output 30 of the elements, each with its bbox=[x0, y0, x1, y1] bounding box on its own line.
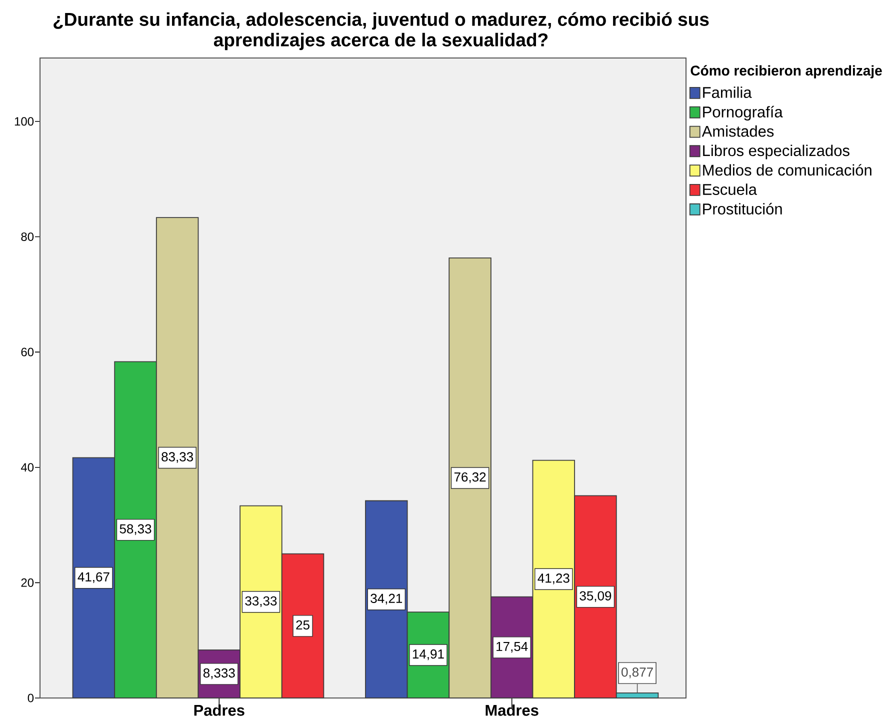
legend-label: Prostitución bbox=[703, 202, 782, 214]
data-label: 34,21 bbox=[370, 594, 402, 605]
data-label: 41,23 bbox=[538, 574, 570, 584]
data-label: 41,67 bbox=[78, 572, 110, 584]
data-label: 76,32 bbox=[454, 472, 486, 484]
legend-label: Escuela bbox=[703, 184, 757, 195]
data-label: 8,333 bbox=[203, 668, 235, 680]
x-tick-label: Madres bbox=[486, 704, 538, 716]
data-label: 14,91 bbox=[412, 649, 444, 660]
legend-label: Libros especializados bbox=[703, 144, 850, 160]
data-label: 0,877 bbox=[622, 668, 653, 678]
y-tick-label: 100 bbox=[14, 117, 34, 126]
chart-title: ¿Durante su infancia, adolescencia, juventud o madurez, cómo recibió sus aprendizajes acerca de la sexualidad? bbox=[54, 12, 709, 50]
y-tick-label: 0 bbox=[28, 694, 34, 702]
y-tick-label: 40 bbox=[20, 463, 34, 472]
data-label: 25 bbox=[296, 620, 310, 630]
legend-label: Pornografía bbox=[703, 106, 783, 121]
legend-label: Amistades bbox=[702, 125, 774, 137]
data-label: 83,33 bbox=[162, 452, 194, 463]
data-label: 58,33 bbox=[120, 524, 152, 535]
y-tick-label: 20 bbox=[21, 578, 34, 587]
legend-title: Cómo recibieron aprendizaje bbox=[690, 65, 882, 78]
y-tick-label: 80 bbox=[21, 232, 34, 241]
data-label: 33,33 bbox=[245, 596, 277, 608]
data-label: 17,54 bbox=[496, 642, 528, 653]
data-label: 35,09 bbox=[580, 591, 612, 602]
x-tick-label: Padres bbox=[194, 704, 244, 716]
y-tick-label: 60 bbox=[21, 348, 34, 356]
legend-label: Medios de comunicación bbox=[703, 164, 872, 176]
legend-label: Familia bbox=[703, 86, 752, 98]
